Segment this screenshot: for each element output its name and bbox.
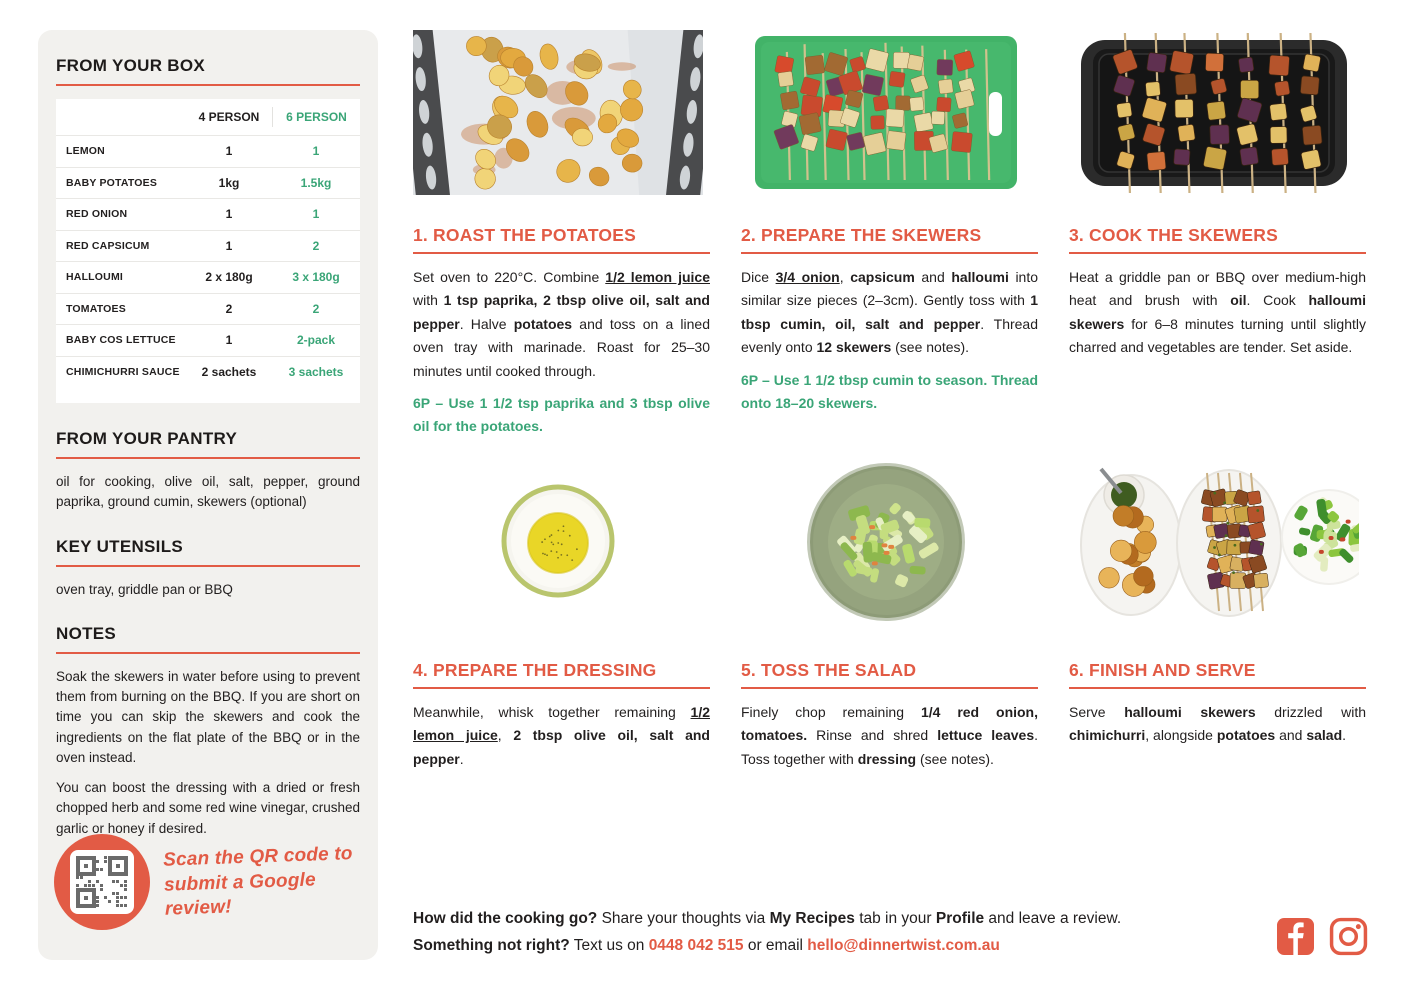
table-row: HALLOUMI 2 x 180g 3 x 180g <box>56 261 360 293</box>
step-6-block: 6. FINISH AND SERVE Serve halloumi skewe… <box>1069 455 1377 748</box>
qr-caption: Scan the QR code to submit a Google revi… <box>162 843 354 921</box>
key-utensils-title: KEY UTENSILS <box>56 536 184 556</box>
col-header-4-person: 4 PERSON <box>198 110 260 124</box>
qr-code-icon <box>76 856 128 908</box>
step-3-body: Heat a griddle pan or BBQ over medium-hi… <box>1069 269 1366 356</box>
ingredients-table: 4 PERSON 6 PERSON LEMON 1 1 BABY POTATOES 1k… <box>56 99 360 403</box>
photo-cooked-skewers <box>1069 30 1359 195</box>
divider <box>1069 687 1366 689</box>
table-row: RED CAPSICUM 1 2 <box>56 229 360 262</box>
social-links <box>1277 917 1368 956</box>
table-row: LEMON 1 1 <box>56 135 360 167</box>
step-1-body: Set oven to 220°C. Combine 1/2 lemon jui… <box>413 269 710 379</box>
column-2: 2. PREPARE THE SKEWERS Dice 3/4 onion, c… <box>741 30 1039 767</box>
step-5-block: 5. TOSS THE SALAD Finely chop remaining … <box>741 455 1038 771</box>
step-4-title: 4. PREPARE THE DRESSING <box>413 660 657 680</box>
instagram-icon[interactable] <box>1329 917 1368 956</box>
step-2-6p-tip: 6P – Use 1 1/2 tbsp cumin to season. Thr… <box>741 371 1038 411</box>
table-row: CHIMICHURRI SAUCE 2 sachets 3 sachets <box>56 355 360 388</box>
table-body: LEMON 1 1 BABY POTATOES 1kg 1.5kg RED ONION 1 1 R… <box>56 135 360 387</box>
salad-bowl-illustration <box>741 455 1031 630</box>
col-header-6-person: 6 PERSON <box>272 107 360 127</box>
step-6-body: Serve halloumi skewers drizzled with chi… <box>1069 704 1367 744</box>
table-row: BABY COS LETTUCE 1 2-pack <box>56 324 360 356</box>
photo-salad <box>741 455 1031 630</box>
table-row: BABY POTATOES 1kg 1.5kg <box>56 166 360 199</box>
sidebar-panel: FROM YOUR BOX 4 PERSON 6 PERSON LEMON 1 1 B… <box>38 30 378 960</box>
from-your-pantry-title: FROM YOUR PANTRY <box>56 429 238 448</box>
footer: How did the cooking go? Share your thoug… <box>413 906 1233 959</box>
facebook-icon[interactable] <box>1277 918 1314 955</box>
notes-text: Soak the skewers in water before using t… <box>56 667 360 839</box>
notes-title: NOTES <box>56 623 117 643</box>
divider <box>56 457 360 459</box>
footer-line-2[interactable]: Something not right? Text us on 0448 042… <box>413 936 1000 954</box>
skewers-on-board-illustration <box>741 30 1031 195</box>
step-6-title: 6. FINISH AND SERVE <box>1069 660 1256 680</box>
pantry-text: oil for cooking, olive oil, salt, pepper… <box>56 474 360 510</box>
footer-line-1: How did the cooking go? Share your thoug… <box>413 910 1122 927</box>
dressing-bowl-illustration <box>413 455 703 630</box>
qr-badge-circle <box>54 834 150 930</box>
divider <box>56 564 360 567</box>
plated-meal-illustration <box>1069 455 1377 630</box>
notes-paragraph: You can boost the dressing with a dried … <box>56 780 360 836</box>
table-header-row: 4 PERSON 6 PERSON <box>56 99 360 135</box>
table-row: TOMATOES 2 2 <box>56 292 360 325</box>
google-review-block: Scan the QR code to submit a Google revi… <box>54 834 378 930</box>
photo-finished-dish <box>1069 455 1377 630</box>
divider <box>413 687 710 689</box>
step-2-title: 2. PREPARE THE SKEWERS <box>741 225 982 245</box>
utensils-text: oven tray, griddle pan or BBQ <box>56 581 233 597</box>
divider <box>741 252 1038 254</box>
step-1-6p-tip: 6P – Use 1 1/2 tsp paprika and 3 tbsp ol… <box>413 394 710 435</box>
column-3: 3. COOK THE SKEWERS Heat a griddle pan o… <box>1069 30 1377 743</box>
divider <box>56 651 360 654</box>
step-5-title: 5. TOSS THE SALAD <box>741 660 917 680</box>
notes-paragraph: Soak the skewers in water before using t… <box>56 668 360 765</box>
skewers-on-griddle-illustration <box>1069 30 1359 195</box>
step-1-title: 1. ROAST THE POTATOES <box>413 225 636 245</box>
step-3-title: 3. COOK THE SKEWERS <box>1069 225 1278 245</box>
from-your-box-title: FROM YOUR BOX <box>56 56 206 75</box>
divider <box>56 84 360 86</box>
photo-dressing <box>413 455 703 630</box>
step-4-block: 4. PREPARE THE DRESSING Meanwhile, whisk… <box>413 455 710 771</box>
photo-roasted-potatoes <box>413 30 703 195</box>
divider <box>1069 252 1366 254</box>
potatoes-on-tray-illustration <box>413 30 703 195</box>
divider <box>413 252 710 254</box>
step-2-body: Dice 3/4 onion, capsicum and halloumi in… <box>741 269 1039 356</box>
table-row: RED ONION 1 1 <box>56 198 360 230</box>
column-1: 1. ROAST THE POTATOES Set oven to 220°C.… <box>413 30 710 767</box>
step-4-body: Meanwhile, whisk together remaining 1/2 … <box>413 704 710 767</box>
photo-prepared-skewers <box>741 30 1031 195</box>
step-5-body: Finely chop remaining 1/4 red onion, tom… <box>741 704 1039 767</box>
divider <box>741 687 1038 689</box>
